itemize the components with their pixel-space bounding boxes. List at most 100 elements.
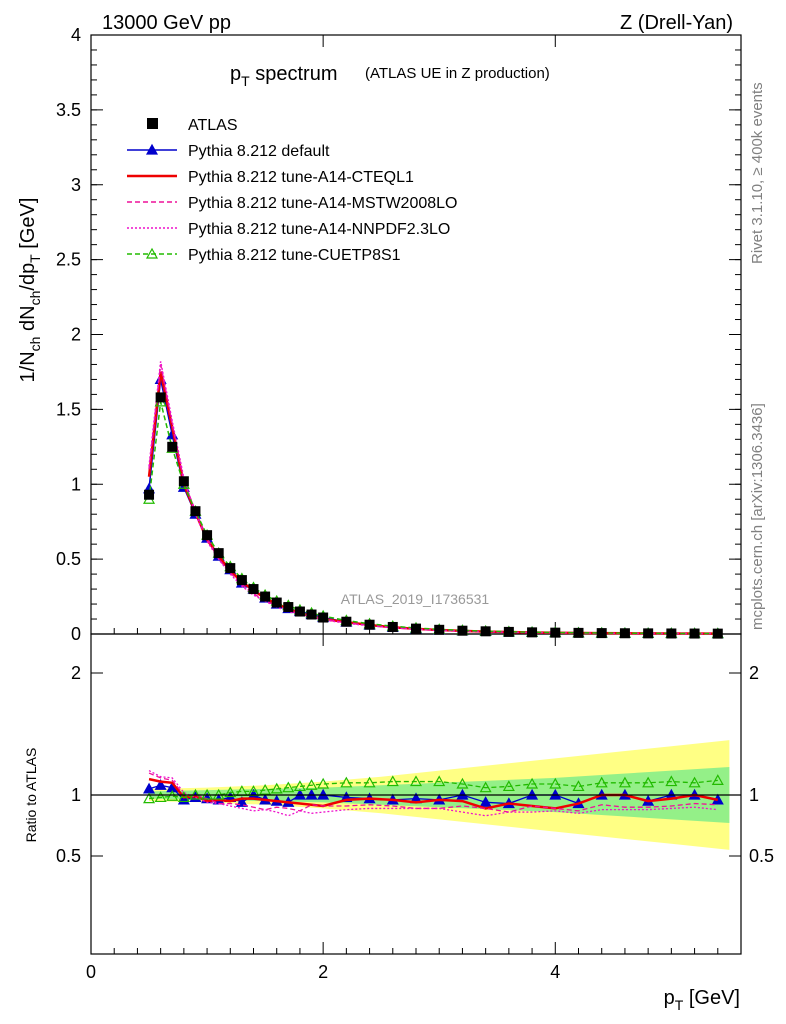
ratio-tick-label-right: 2 xyxy=(749,663,759,683)
ratio-marker-1 xyxy=(479,796,492,807)
ratio-marker-5 xyxy=(317,777,330,789)
ratio-tick-label-right: 1 xyxy=(749,785,759,805)
data-point-atlas xyxy=(341,616,352,627)
data-point-atlas xyxy=(411,623,421,634)
ratio-marker-5 xyxy=(340,776,353,788)
ratio-marker-5 xyxy=(154,791,167,803)
ratio-marker-5 xyxy=(166,789,179,801)
y-tick-label: 2 xyxy=(71,325,81,345)
y-tick-label: 1 xyxy=(71,474,81,494)
y-tick-label: 0.5 xyxy=(56,549,81,569)
ratio-marker-5 xyxy=(282,781,295,793)
data-point-atlas xyxy=(306,609,317,620)
ratio-marker-5 xyxy=(642,776,655,788)
ratio-marker-1 xyxy=(154,779,167,790)
y-tick-label: 1.5 xyxy=(56,399,81,419)
data-point-atlas xyxy=(503,626,514,637)
data-point-atlas xyxy=(666,628,677,639)
ratio-tick-label-right: 0.5 xyxy=(749,846,774,866)
rivet-label: Rivet 3.1.10, ≥ 400k events xyxy=(749,82,766,264)
data-point-atlas xyxy=(364,619,375,630)
ratio-marker-5 xyxy=(305,779,318,790)
ratio-marker-5 xyxy=(433,775,446,787)
data-point-atlas xyxy=(236,575,247,586)
legend-label-3: Pythia 8.212 tune-A14-MSTW2008LO xyxy=(188,195,457,212)
data-point-atlas xyxy=(178,476,189,487)
header-right: Z (Drell-Yan) xyxy=(620,12,733,34)
legend: ATLAS Pythia 8.212 default Pythia 8.212 tu… xyxy=(127,117,457,264)
data-point-atlas xyxy=(144,489,155,500)
ratio-line-3 xyxy=(148,772,718,813)
legend-label-0: ATLAS xyxy=(188,117,238,134)
data-point-atlas xyxy=(480,626,491,637)
ratio-marker-5 xyxy=(224,786,237,798)
ratio-marker-5 xyxy=(618,776,631,788)
legend-label-5: Pythia 8.212 tune-CUETP8S1 xyxy=(188,247,401,264)
data-point-atlas xyxy=(689,628,700,639)
ratio-marker-5 xyxy=(363,776,376,788)
data-point-atlas xyxy=(155,392,166,403)
y-tick-label: 3 xyxy=(71,175,81,195)
ratio-marker-5 xyxy=(688,776,701,788)
data-point-atlas xyxy=(271,597,282,608)
legend-marker-5 xyxy=(145,247,159,259)
data-point-atlas xyxy=(619,628,630,639)
plot-title-detail: (ATLAS UE in Z production) xyxy=(365,65,550,82)
data-point-atlas xyxy=(643,628,654,639)
data-point-atlas xyxy=(318,612,329,623)
y-axis-label-ratio: Ratio to ATLAS xyxy=(23,748,39,843)
data-point-atlas xyxy=(167,441,178,452)
y-axis-label-main: 1/Nch dNch/dpT [GeV] xyxy=(17,198,43,383)
ratio-marker-5 xyxy=(572,780,585,792)
data-point-atlas xyxy=(573,627,584,638)
legend-label-4: Pythia 8.212 tune-A14-NNPDF2.3LO xyxy=(188,221,450,238)
x-tick-label: 2 xyxy=(318,962,328,982)
legend-marker-1 xyxy=(145,143,159,155)
y-tick-label: 0 xyxy=(71,624,81,644)
data-point-atlas xyxy=(527,627,538,638)
x-tick-label: 0 xyxy=(86,962,96,982)
ratio-tick-label: 2 xyxy=(71,663,81,683)
ratio-tick-label: 1 xyxy=(71,785,81,805)
ratio-marker-5 xyxy=(270,782,283,794)
ratio-marker-5 xyxy=(293,780,306,792)
data-point-atlas xyxy=(434,624,445,635)
data-point-atlas xyxy=(202,530,213,541)
ratio-marker-5 xyxy=(456,777,469,789)
data-point-atlas xyxy=(457,625,468,636)
ratio-line-4 xyxy=(148,770,718,817)
ratio-marker-5 xyxy=(502,780,515,792)
plot-title: pT spectrum xyxy=(230,63,338,89)
data-point-atlas xyxy=(550,627,561,638)
data-point-atlas xyxy=(260,591,271,602)
ratio-tick-label: 0.5 xyxy=(56,846,81,866)
ratio-marker-5 xyxy=(711,774,724,785)
y-tick-label: 2.5 xyxy=(56,250,81,270)
y-tick-label: 3.5 xyxy=(56,100,81,120)
ratio-marker-5 xyxy=(526,777,539,789)
data-point-atlas xyxy=(294,606,305,617)
x-axis-label: pT [GeV] xyxy=(664,987,740,1013)
legend-label-2: Pythia 8.212 tune-A14-CTEQL1 xyxy=(188,169,414,186)
legend-marker-atlas xyxy=(147,118,158,129)
ratio-marker-5 xyxy=(549,777,562,789)
data-point-atlas xyxy=(712,628,723,639)
ratio-marker-5 xyxy=(665,775,678,787)
mcplots-label: mcplots.cern.ch [arXiv:1306.3436] xyxy=(749,403,766,630)
legend-label-1: Pythia 8.212 default xyxy=(188,143,330,160)
analysis-watermark: ATLAS_2019_I1736531 xyxy=(341,591,490,607)
ratio-line-2 xyxy=(148,777,719,810)
ratio-marker-5 xyxy=(386,775,399,787)
data-point-atlas xyxy=(283,602,294,613)
ratio-marker-5 xyxy=(177,791,190,803)
header-left: 13000 GeV pp xyxy=(102,12,231,34)
ratio-series-group xyxy=(143,770,724,817)
x-tick-label: 4 xyxy=(550,962,560,982)
data-point-atlas xyxy=(225,563,236,574)
main-series-group xyxy=(143,361,724,639)
ratio-marker-5 xyxy=(595,776,608,788)
data-point-atlas xyxy=(387,621,398,632)
data-point-atlas xyxy=(248,584,259,595)
data-point-atlas xyxy=(213,548,224,559)
ratio-marker-5 xyxy=(143,792,156,804)
